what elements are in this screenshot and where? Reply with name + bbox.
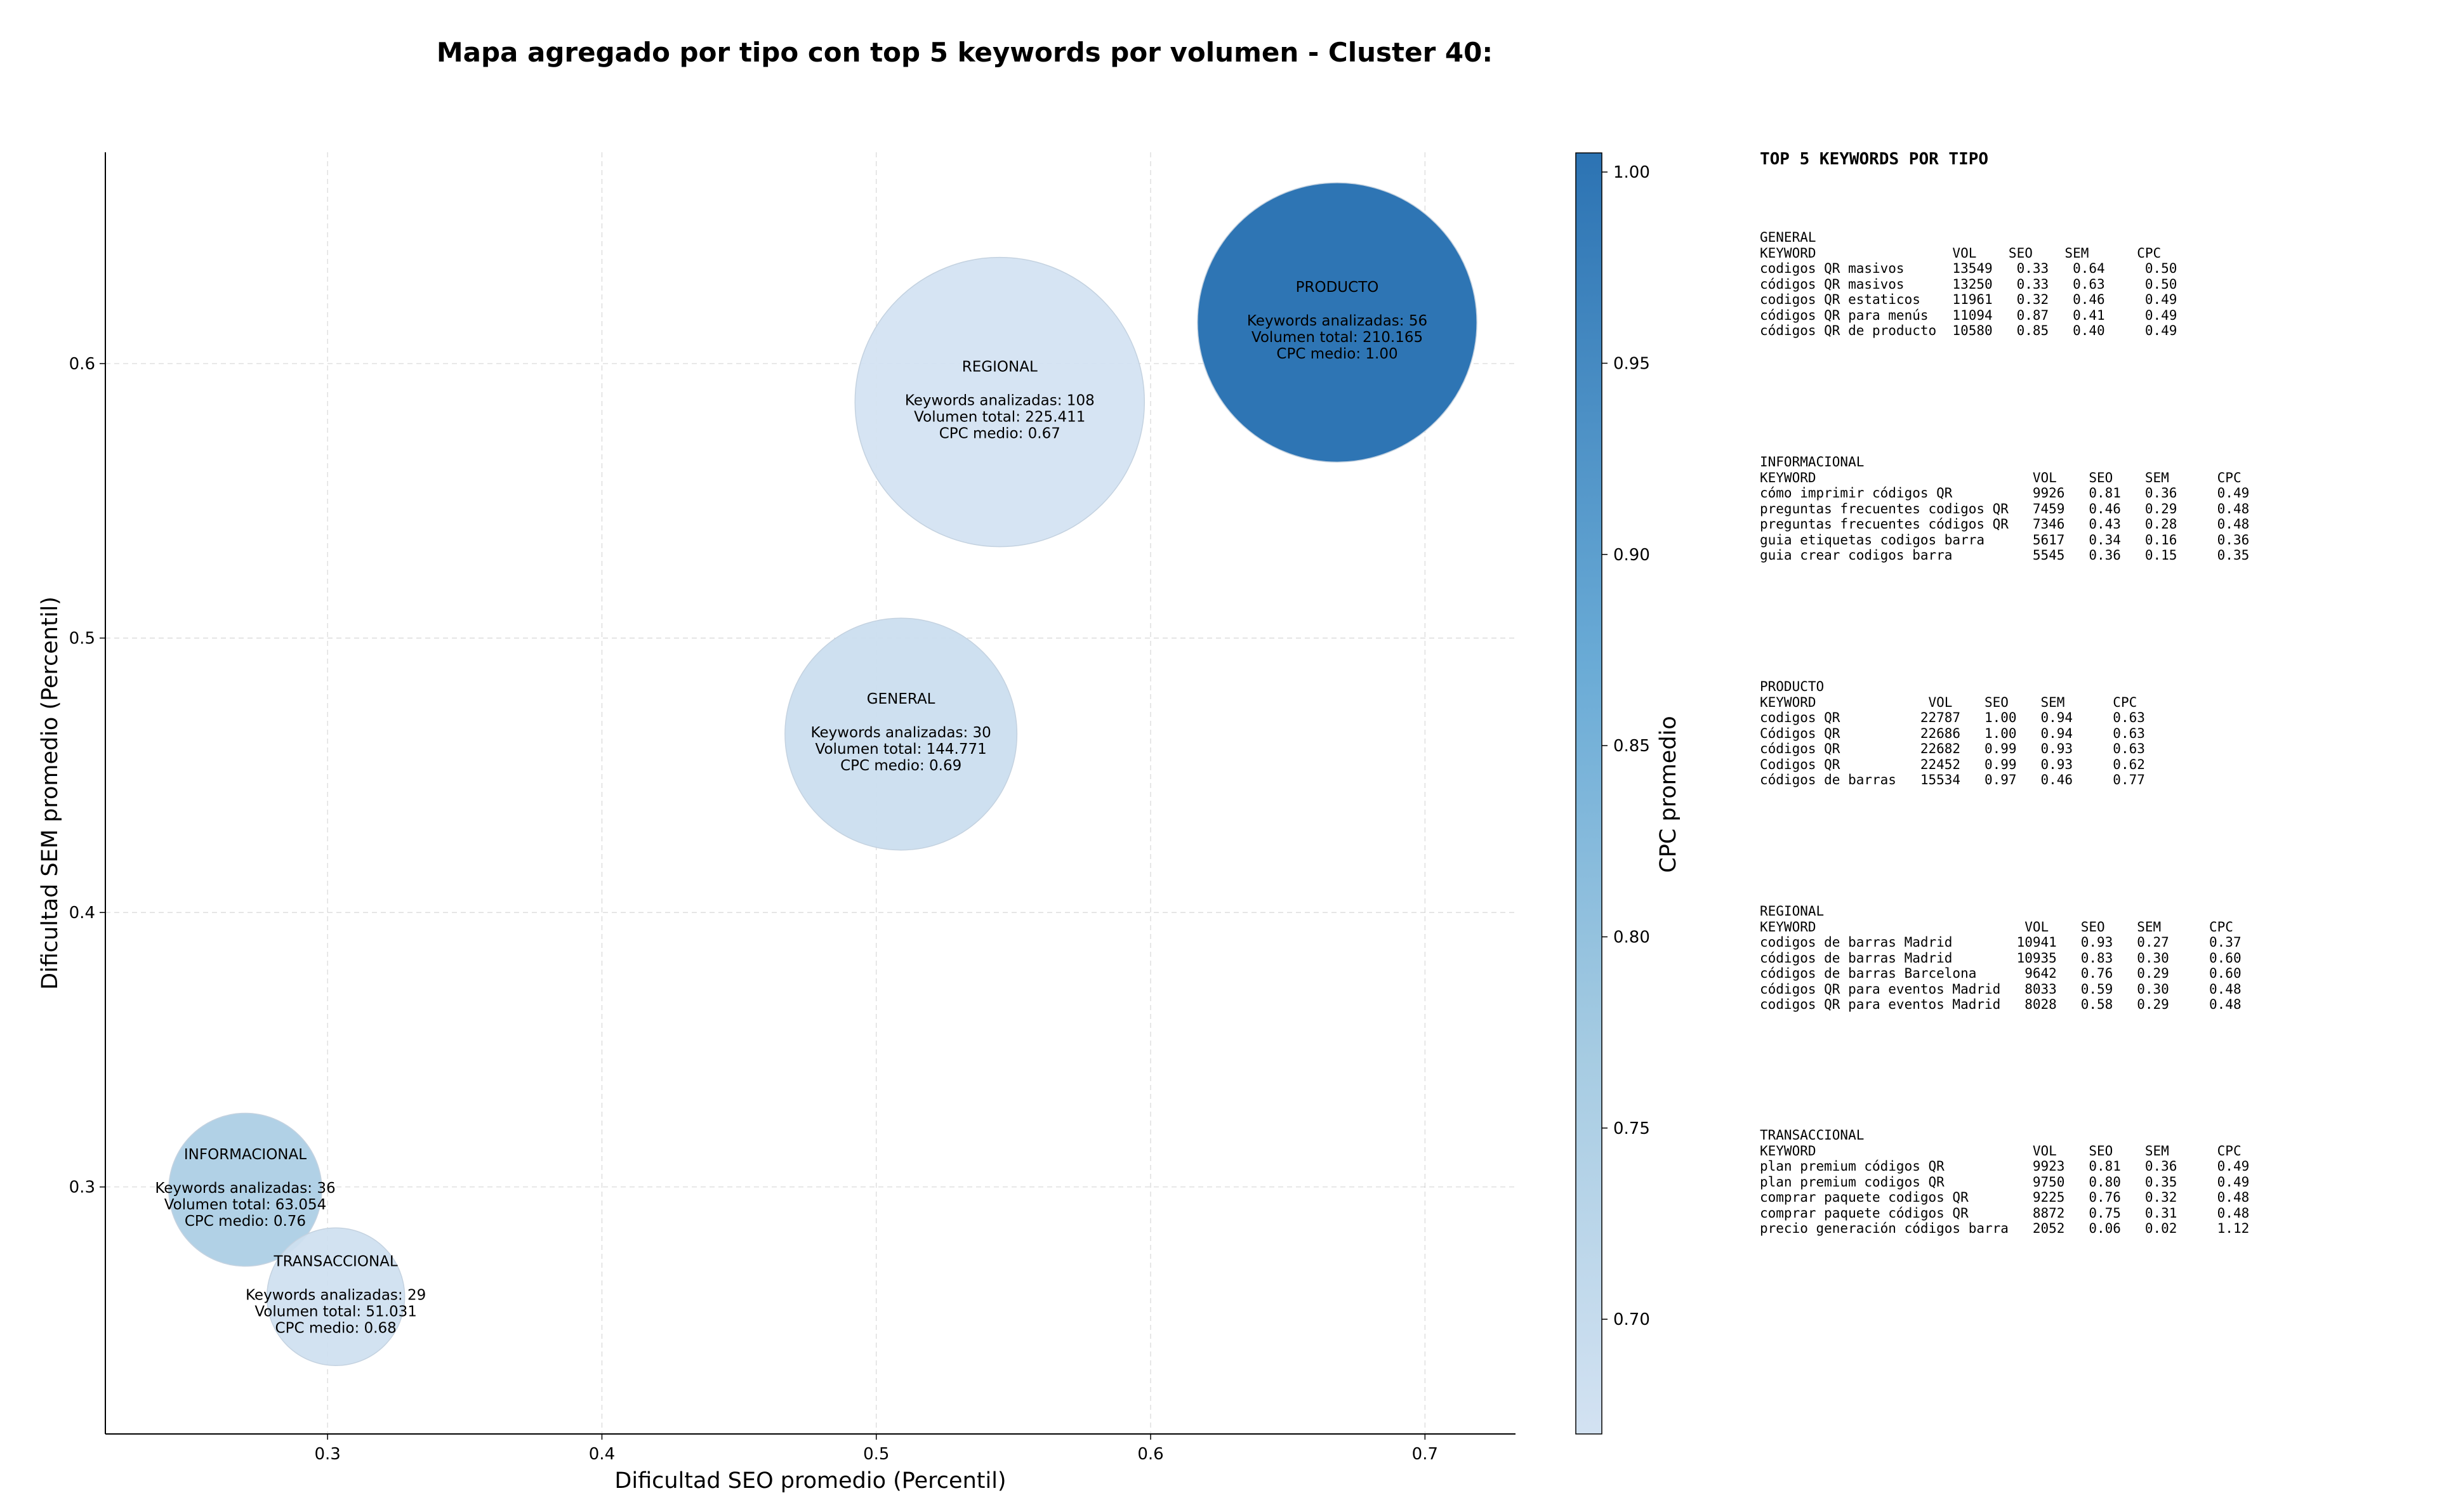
- keyword-table-regional: REGIONAL KEYWORD VOL SEO SEM CPC codigos…: [1760, 904, 2242, 1012]
- colorbar: [1575, 152, 1602, 1435]
- bubble-informacional: [168, 1112, 322, 1267]
- y-tick-label: 0.6: [69, 355, 95, 374]
- axis-ticks: 0.3 0.4 0.5 0.6 0.7 0.3 0.4 0.5 0.6: [69, 355, 1438, 1464]
- keyword-block-producto: PRODUCTO KEYWORD VOL SEO SEM CPC codigos…: [1760, 679, 2145, 788]
- keyword-table-transaccional: TRANSACCIONAL KEYWORD VOL SEO SEM CPC pl…: [1760, 1127, 2250, 1236]
- x-tick-label: 0.5: [863, 1445, 889, 1464]
- keyword-block-general: GENERAL KEYWORD VOL SEO SEM CPC codigos …: [1760, 230, 2177, 339]
- y-tick-label: 0.3: [69, 1178, 95, 1197]
- colorbar-tick-label: 0.70: [1613, 1310, 1650, 1329]
- bubble-layer: [168, 182, 1477, 1366]
- colorbar-tick-label: 1.00: [1613, 163, 1650, 182]
- bubble-general: [784, 617, 1018, 851]
- bubble-name-label: TRANSACCIONAL: [274, 1254, 398, 1270]
- keyword-table-producto: PRODUCTO KEYWORD VOL SEO SEM CPC codigos…: [1760, 679, 2145, 787]
- keyword-block-informacional: INFORMACIONAL KEYWORD VOL SEO SEM CPC có…: [1760, 454, 2249, 563]
- bubble-stat-label: Volumen total: 51.031: [254, 1304, 417, 1320]
- x-tick-label: 0.7: [1412, 1445, 1438, 1464]
- colorbar-tick-label: 0.75: [1613, 1119, 1650, 1138]
- x-tick-label: 0.3: [314, 1445, 340, 1464]
- bubble-stat-label: Volumen total: 210.165: [1252, 329, 1423, 346]
- bubble-name-label: PRODUCTO: [1296, 279, 1379, 296]
- y-tick-label: 0.4: [69, 904, 95, 923]
- bubble-stat-label: CPC medio: 0.67: [939, 426, 1060, 442]
- colorbar-ticks: 0.70 0.75 0.80 0.85 0.90 0.95 1.00: [1602, 163, 1650, 1329]
- bubble-stat-label: Keywords analizadas: 29: [246, 1287, 426, 1304]
- bubble-stat-label: CPC medio: 1.00: [1276, 346, 1397, 362]
- colorbar-tick-label: 0.80: [1613, 928, 1650, 947]
- keyword-table-general: GENERAL KEYWORD VOL SEO SEM CPC codigos …: [1760, 230, 2177, 338]
- bubble-stat-label: Volumen total: 63.054: [164, 1197, 327, 1213]
- bubble-stat-label: Keywords analizadas: 36: [155, 1180, 335, 1197]
- colorbar-tick-label: 0.95: [1613, 354, 1650, 373]
- bubble-transaccional: [266, 1227, 406, 1366]
- bubble-regional: [854, 256, 1146, 548]
- bubble-stat-label: Keywords analizadas: 56: [1247, 313, 1427, 329]
- bubble-stat-label: Volumen total: 144.771: [816, 741, 987, 758]
- colorbar-label: CPC promedio: [1656, 716, 1681, 872]
- y-axis-label: Dificultad SEM promedio (Percentil): [37, 596, 63, 990]
- colorbar-tick-label: 0.90: [1613, 546, 1650, 565]
- x-axis-label: Dificultad SEO promedio (Percentil): [614, 1468, 1006, 1494]
- bubble-name-label: GENERAL: [867, 691, 935, 707]
- bubble-stat-label: CPC medio: 0.69: [840, 758, 961, 774]
- bubble-stat-label: CPC medio: 0.68: [275, 1320, 397, 1337]
- bubble-name-label: REGIONAL: [962, 359, 1038, 376]
- bubble-stat-label: CPC medio: 0.76: [185, 1213, 306, 1230]
- bubble-producto: [1197, 182, 1477, 463]
- bubble-name-label: INFORMACIONAL: [184, 1147, 307, 1163]
- bubble-stat-label: Keywords analizadas: 108: [905, 393, 1095, 409]
- top-keywords-panel: TOP 5 KEYWORDS POR TIPO GENERAL KEYWORD …: [1760, 150, 2394, 1236]
- x-tick-label: 0.4: [589, 1445, 615, 1464]
- keyword-block-regional: REGIONAL KEYWORD VOL SEO SEM CPC codigos…: [1760, 904, 2242, 1013]
- panel-title: TOP 5 KEYWORDS POR TIPO: [1760, 150, 1989, 169]
- bubble-stat-label: Keywords analizadas: 30: [811, 725, 991, 741]
- chart-title: Mapa agregado por tipo con top 5 keyword…: [437, 37, 1493, 68]
- x-tick-label: 0.6: [1137, 1445, 1163, 1464]
- y-tick-label: 0.5: [69, 629, 95, 648]
- bubble-stat-label: Volumen total: 225.411: [914, 409, 1085, 426]
- colorbar-tick-label: 0.85: [1613, 737, 1650, 756]
- keyword-block-transaccional: TRANSACCIONAL KEYWORD VOL SEO SEM CPC pl…: [1760, 1127, 2249, 1237]
- keyword-table-informacional: INFORMACIONAL KEYWORD VOL SEO SEM CPC có…: [1760, 454, 2250, 563]
